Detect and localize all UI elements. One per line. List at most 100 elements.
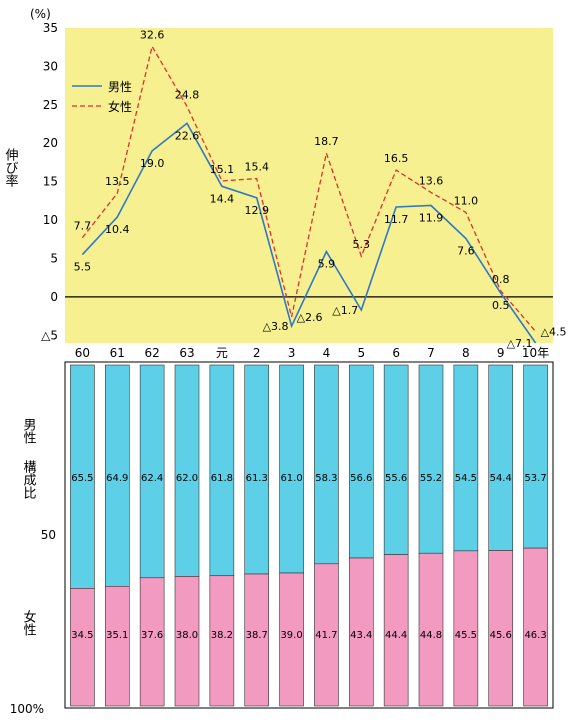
category-label: 4: [323, 346, 331, 360]
bar-plot-frame: [64, 361, 554, 709]
female-share-label: 35.1: [106, 630, 128, 641]
male-share-label: 65.5: [71, 473, 93, 484]
male-share-label: 54.5: [455, 473, 477, 484]
male-value-label: 7.6: [457, 245, 475, 258]
male-share-label: 61.0: [280, 473, 302, 484]
female-value-label: 11.0: [454, 194, 479, 207]
category-label: 7: [427, 346, 435, 360]
female-value-label: 15.1: [210, 163, 235, 176]
category-label: 3: [288, 346, 296, 360]
female-share-label: 38.7: [246, 630, 268, 641]
category-label: 62: [145, 346, 160, 360]
male-share-label: 54.4: [490, 473, 512, 484]
female-bar-segment: [244, 573, 270, 707]
female-bar-segment: [348, 557, 374, 707]
category-label: 60: [75, 346, 90, 360]
female-share-label: 38.0: [176, 630, 198, 641]
male-bar-segment: [139, 364, 165, 579]
female-bar-segment: [174, 576, 200, 707]
bar-side-male-label: 男性: [21, 418, 37, 444]
line-y-tick-label: 30: [43, 59, 58, 73]
male-bar-segment: [244, 364, 270, 575]
female-value-label: 18.7: [314, 135, 339, 148]
line-y-tick-label: 10: [43, 213, 58, 227]
female-share-label: 38.2: [211, 630, 233, 641]
female-value-label: 7.7: [74, 220, 92, 233]
female-share-label: 46.3: [524, 630, 546, 641]
line-y-tick-label: 20: [43, 136, 58, 150]
female-share-label: 37.6: [141, 630, 163, 641]
legend: 男性 女性: [72, 80, 132, 114]
line-y-tick-label: 5: [50, 251, 58, 265]
category-label: 8: [462, 346, 470, 360]
male-value-label: △3.8: [263, 320, 289, 333]
male-bar-segment: [279, 364, 304, 574]
female-share-label: 34.5: [71, 630, 93, 641]
category-labels: 60 61 62 63 元 2 3 4 5 6 7 8 9 10年: [75, 346, 549, 360]
male-bar-segment: [209, 364, 235, 577]
line-series-group: [81, 44, 537, 344]
female-value-label: 24.8: [175, 88, 200, 101]
male-bar-segment: [453, 364, 479, 552]
male-bar-segment: [314, 364, 339, 565]
male-value-label: 5.9: [318, 258, 336, 271]
male-share-label: 62.4: [141, 473, 163, 484]
female-bar-segment: [104, 586, 130, 707]
male-share-label: 56.6: [350, 473, 372, 484]
female-value-label: △2.6: [297, 311, 323, 324]
female-value-label: 5.3: [353, 238, 371, 251]
male-bar-segment: [70, 364, 95, 589]
line-y-tick-label: 35: [43, 21, 58, 35]
female-bar-segment: [418, 552, 444, 707]
male-value-label: △7.1: [507, 337, 533, 350]
male-value-label: 22.6: [175, 129, 200, 142]
female-bar-segment: [314, 563, 339, 707]
male-value-label: 10.4: [105, 223, 130, 236]
male-growth-line: [81, 122, 537, 344]
male-value-label: 19.0: [140, 157, 165, 170]
composition-stacked-bar-chart: 65.5 34.5 64.9 35.1 62.4 37.6 62.0 38.0 61.8 38.2…: [10, 361, 554, 716]
category-label: 9: [497, 346, 505, 360]
male-bar-segment: [104, 364, 130, 587]
female-share-label: 44.4: [385, 630, 407, 641]
female-growth-line: [81, 44, 537, 332]
line-y-tick-label: 0: [50, 290, 58, 304]
male-bar-segment: [348, 364, 374, 559]
male-value-label: 12.9: [244, 204, 269, 217]
bar-tick-100: 100%: [10, 702, 44, 716]
female-share-label: 44.8: [420, 630, 442, 641]
female-share-label: 43.4: [350, 630, 372, 641]
male-share-label: 55.2: [420, 473, 442, 484]
line-y-tick-label-neg5: △5: [41, 328, 58, 342]
bars-group: [70, 364, 548, 707]
female-value-label: 13.5: [105, 175, 130, 188]
male-bar-segment: [488, 364, 514, 551]
legend-male-label: 男性: [108, 80, 132, 94]
category-label: 2: [253, 346, 261, 360]
female-value-label: 0.8: [492, 273, 510, 286]
female-bar-segment: [209, 575, 235, 707]
male-bar-segment: [418, 364, 444, 554]
legend-female-label: 女性: [108, 99, 132, 114]
male-value-label: 11.7: [384, 213, 409, 226]
line-y-axis-label: 伸び率: [3, 148, 19, 187]
line-y-unit: (%): [30, 7, 51, 21]
female-bar-segment: [383, 554, 409, 707]
female-share-label: 39.0: [280, 630, 302, 641]
line-plot-background: [65, 28, 553, 343]
category-label: 6: [392, 346, 400, 360]
category-label: 63: [179, 346, 194, 360]
line-y-tick-label: 15: [43, 175, 58, 189]
male-share-label: 61.8: [211, 473, 233, 484]
male-value-label: 14.4: [210, 192, 235, 205]
female-bar-segment: [139, 577, 165, 707]
bar-value-labels: 65.5 34.5 64.9 35.1 62.4 37.6 62.0 38.0 61.8 38.2…: [71, 473, 546, 641]
male-value-label: △1.7: [332, 304, 358, 317]
female-value-label: △4.5: [541, 325, 567, 338]
line-y-tick-label: 25: [43, 98, 58, 112]
female-bar-segment: [488, 550, 514, 707]
category-label: 10年: [522, 346, 549, 360]
male-share-label: 55.6: [385, 473, 407, 484]
male-value-label: 11.9: [419, 211, 444, 224]
